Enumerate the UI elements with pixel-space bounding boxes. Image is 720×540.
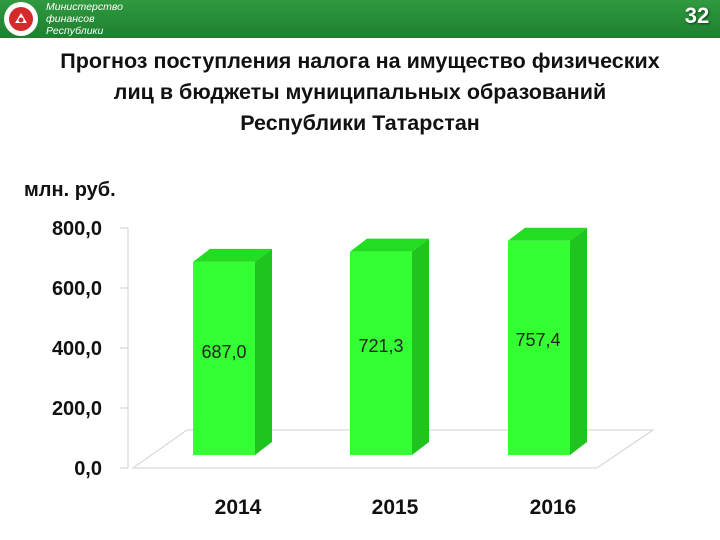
ministry-line-3: Республики <box>46 25 104 37</box>
title-line-1: Прогноз поступления налога на имущество … <box>60 49 660 73</box>
bar-front-face <box>350 251 412 455</box>
x-tick-label: 2015 <box>372 496 419 519</box>
bar-data-label: 721,3 <box>358 336 403 356</box>
y-tick-label: 800,0 <box>52 218 102 240</box>
title-line-3: Республики Татарстан <box>240 111 480 135</box>
bar-2015: 721,3 <box>350 238 429 455</box>
x-tick-label: 2016 <box>530 496 577 519</box>
bar-data-label: 687,0 <box>201 342 246 362</box>
bar-2016: 757,4 <box>508 227 587 455</box>
y-axis-ticks: 0,0 200,0 400,0 600,0 800,0 <box>52 218 128 480</box>
ministry-line-1: Министерство <box>46 1 123 13</box>
ministry-name: Министерство финансов Республики <box>46 1 156 37</box>
header-bar: Министерство финансов Республики 32 <box>0 0 720 38</box>
bar-side-face <box>255 248 272 455</box>
y-axis-unit-label: млн. руб. <box>24 179 116 201</box>
bar-front-face <box>508 240 570 455</box>
x-tick-label: 2014 <box>215 496 262 519</box>
bars: 687,0 721,3 757,4 <box>193 227 587 455</box>
title-line-2: лиц в бюджеты муниципальных образований <box>113 80 607 104</box>
slide-title: Прогноз поступления налога на имущество … <box>20 46 700 139</box>
y-tick-label: 400,0 <box>52 338 102 360</box>
bar-top-face <box>508 227 587 241</box>
bar-side-face <box>412 238 429 455</box>
y-tick-label: 600,0 <box>52 278 102 300</box>
x-axis-labels: 2014 2015 2016 <box>215 496 577 519</box>
bar-front-face <box>193 261 255 455</box>
bar-top-face <box>350 238 429 252</box>
bar-top-face <box>193 248 272 262</box>
page-number: 32 <box>684 3 710 28</box>
bar-data-label: 757,4 <box>515 330 560 350</box>
y-tick-label: 0,0 <box>74 458 102 480</box>
y-tick-label: 200,0 <box>52 398 102 420</box>
bar-side-face <box>570 227 587 455</box>
bar-2014: 687,0 <box>193 248 272 455</box>
tatarstan-emblem-icon <box>4 2 38 36</box>
ministry-line-2: финансов <box>46 13 95 25</box>
